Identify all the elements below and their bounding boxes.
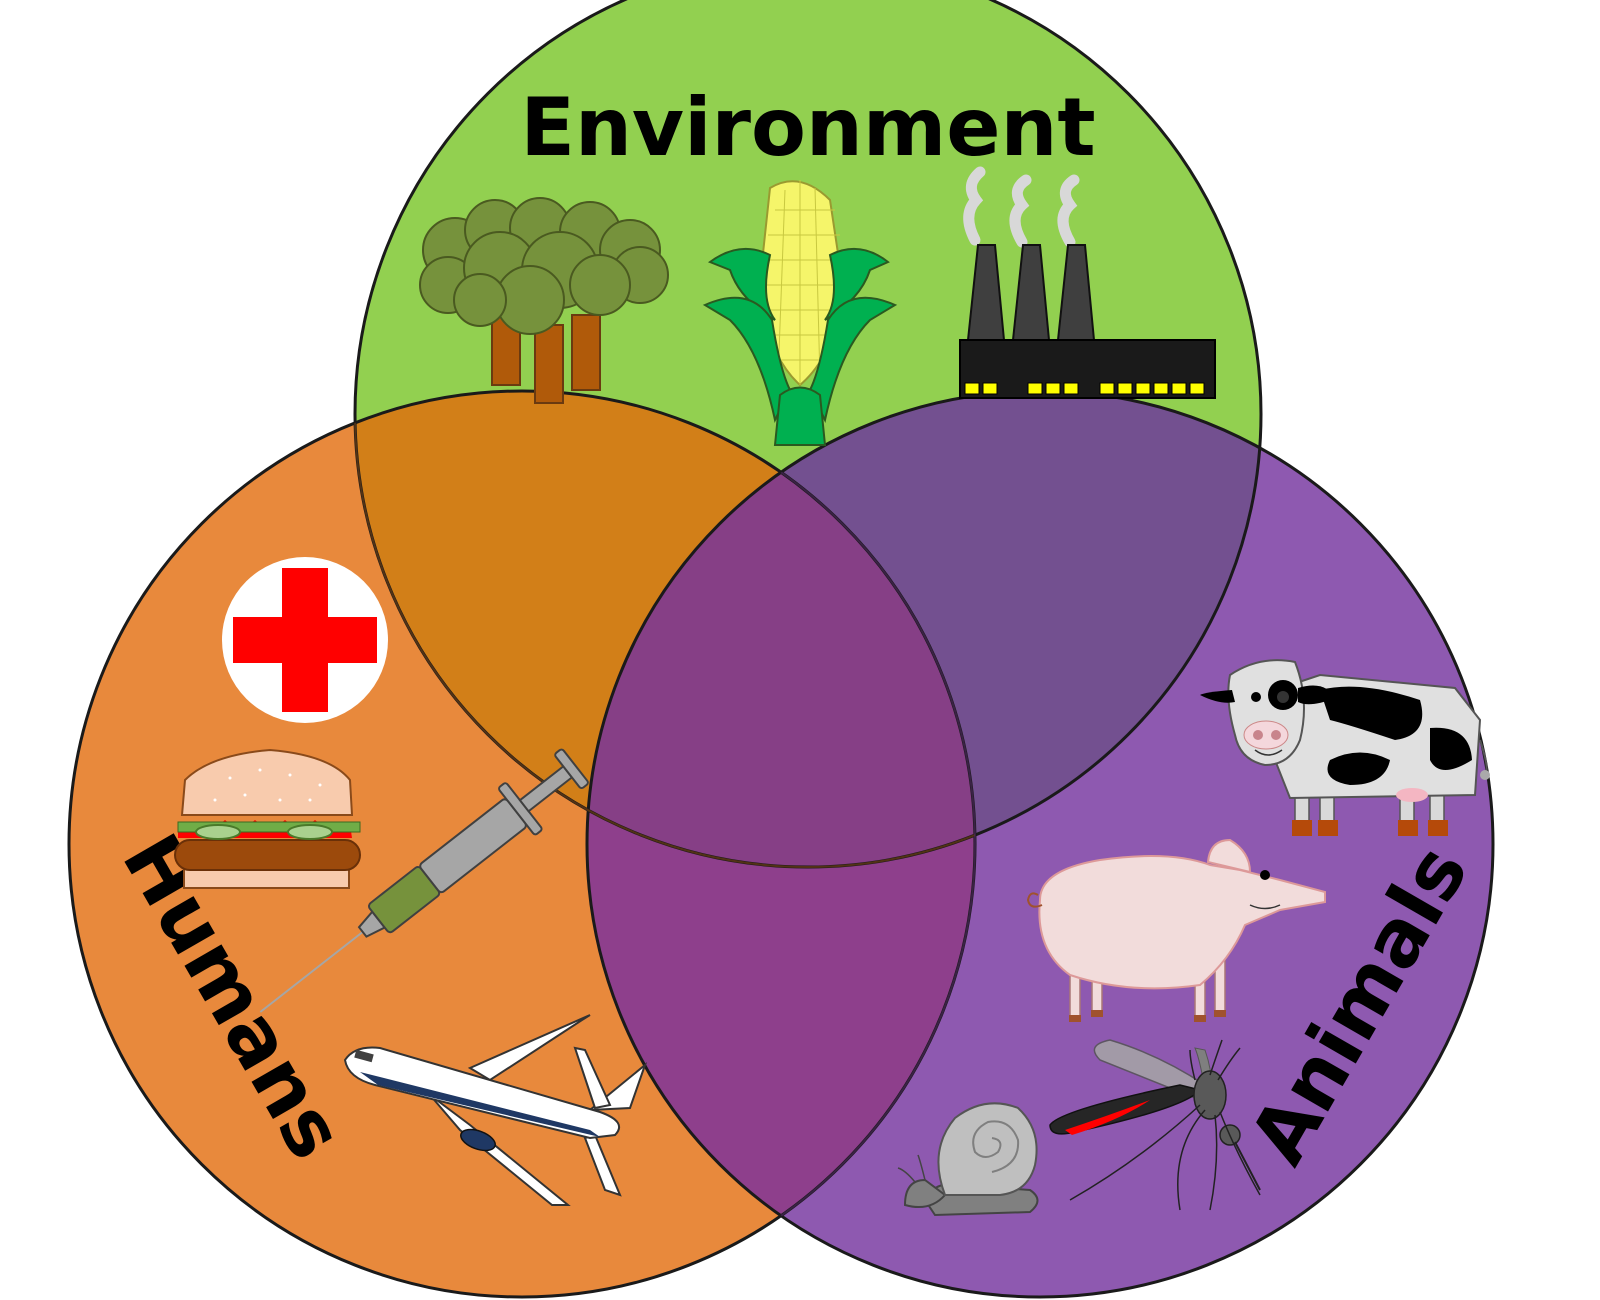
environment-label: Environment — [520, 81, 1095, 174]
factory-icon — [959, 166, 1216, 399]
overlap-all-three — [587, 391, 975, 867]
corn-icon — [702, 180, 898, 446]
cow-icon — [1200, 659, 1490, 836]
syringe-icon — [259, 748, 589, 1013]
trees-icon — [419, 197, 669, 404]
snail-icon — [897, 1102, 1039, 1217]
hamburger-icon — [174, 748, 361, 889]
airplane-icon — [343, 1014, 648, 1206]
mosquito-icon — [1049, 1039, 1261, 1211]
pig-icon — [1026, 838, 1326, 1022]
red-cross-icon — [222, 557, 388, 723]
